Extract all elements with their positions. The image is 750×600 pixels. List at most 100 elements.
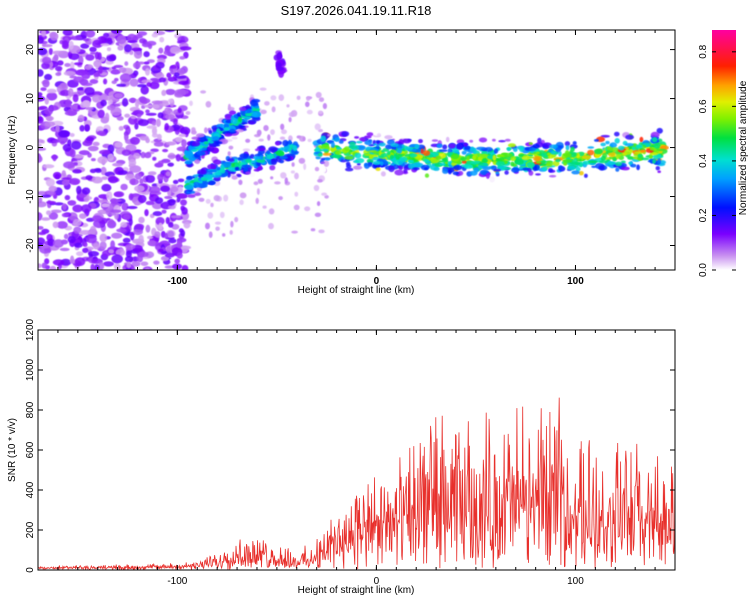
heatmap-cell [145, 224, 151, 233]
heatmap-cell [164, 107, 172, 115]
heatmap-cell [38, 36, 44, 44]
heatmap-cell [228, 110, 237, 115]
heatmap-cell [147, 240, 157, 246]
heatmap-cell [292, 145, 298, 152]
heatmap-cell [571, 170, 580, 175]
heatmap-cell [177, 178, 185, 183]
heatmap-cell [608, 151, 616, 158]
heatmap-cell [148, 43, 153, 50]
heatmap-cell [129, 50, 134, 55]
heatmap-cell [457, 170, 464, 176]
heatmap-cell [549, 174, 557, 178]
heatmap-cell [294, 172, 299, 180]
heatmap-cell [278, 196, 283, 201]
heatmap-cell [82, 247, 89, 253]
heatmap-cell [231, 175, 238, 180]
heatmap-cell [302, 136, 306, 141]
heatmap-cell [229, 230, 233, 235]
heatmap-cell [41, 44, 53, 48]
heatmap-cell [38, 111, 42, 117]
heatmap-cell [492, 154, 497, 161]
heatmap-cell [140, 98, 151, 104]
heatmap-cell [72, 218, 82, 227]
heatmap-cell [42, 56, 52, 64]
heatmap-cell [41, 217, 51, 221]
heatmap-cell [110, 69, 121, 75]
heatmap-cell [46, 210, 52, 216]
heatmap-cell [62, 143, 72, 152]
heatmap-cell [111, 66, 117, 70]
y-tick-label: 600 [25, 441, 36, 458]
heatmap-cell [450, 148, 460, 153]
heatmap-cell [567, 165, 576, 171]
heatmap-cell [104, 37, 113, 42]
heatmap-cell [114, 77, 119, 82]
heatmap-cell [282, 139, 289, 147]
heatmap-cell [324, 195, 329, 199]
heatmap-cell [379, 161, 384, 167]
heatmap-cell [493, 168, 501, 172]
y-tick-label: -20 [25, 238, 36, 253]
heatmap-cell [116, 116, 124, 121]
heatmap-cell [207, 145, 215, 152]
heatmap-cell [277, 62, 282, 67]
heatmap-cell [266, 150, 271, 155]
heatmap-cell [81, 204, 92, 213]
heatmap-cell [104, 112, 110, 122]
heatmap-cell [126, 261, 132, 269]
heatmap-cell [486, 157, 492, 164]
heatmap-cell [48, 48, 53, 55]
heatmap-cell [305, 101, 310, 108]
heatmap-cell [38, 92, 43, 97]
heatmap-cell [275, 141, 280, 146]
heatmap-cell [73, 226, 82, 234]
heatmap-cell [144, 209, 149, 217]
heatmap-cell [442, 158, 449, 162]
heatmap-cell [176, 252, 183, 259]
heatmap-cell [125, 267, 132, 270]
heatmap-cell [131, 261, 141, 267]
heatmap-cell [450, 153, 460, 160]
heatmap-cell [158, 77, 167, 83]
heatmap-cell [143, 104, 154, 108]
heatmap-cell [455, 143, 463, 150]
heatmap-cell [519, 146, 524, 153]
heatmap-cell [216, 143, 221, 147]
heatmap-cell [164, 30, 175, 33]
heatmap-cell [392, 158, 397, 162]
heatmap-cell [438, 163, 446, 166]
heatmap-cell [298, 157, 306, 164]
heatmap-cell [593, 148, 604, 155]
spectrogram-xlabel: Height of straight line (km) [298, 285, 415, 296]
heatmap-cell [239, 106, 247, 112]
heatmap-cell [507, 143, 516, 148]
heatmap-cell [129, 178, 140, 186]
heatmap-cell [255, 197, 259, 204]
heatmap-cell [99, 233, 108, 243]
heatmap-cell [248, 120, 256, 125]
heatmap-cell [122, 97, 129, 107]
heatmap-cell [108, 176, 119, 184]
y-tick-label: 800 [25, 401, 36, 418]
heatmap-cell [284, 177, 288, 184]
heatmap-cell [106, 191, 113, 201]
heatmap-cell [548, 168, 553, 173]
heatmap-cell [204, 127, 208, 134]
heatmap-cell [80, 43, 90, 49]
x-tick-label: -100 [167, 276, 187, 287]
heatmap-cell [499, 156, 505, 162]
heatmap-cell [381, 150, 385, 153]
heatmap-cell [479, 163, 488, 167]
heatmap-cell [128, 98, 138, 103]
heatmap-cell [291, 162, 295, 167]
heatmap-cell [318, 128, 323, 133]
colorbar-tick-label: 0.8 [698, 44, 709, 58]
heatmap-cell [251, 98, 261, 103]
heatmap-cell [191, 127, 196, 133]
heatmap-cell [317, 179, 323, 183]
heatmap-cell [205, 222, 210, 230]
heatmap-cell [275, 150, 285, 157]
heatmap-cell [116, 83, 127, 87]
heatmap-cell [41, 194, 52, 198]
heatmap-cell [478, 137, 488, 143]
